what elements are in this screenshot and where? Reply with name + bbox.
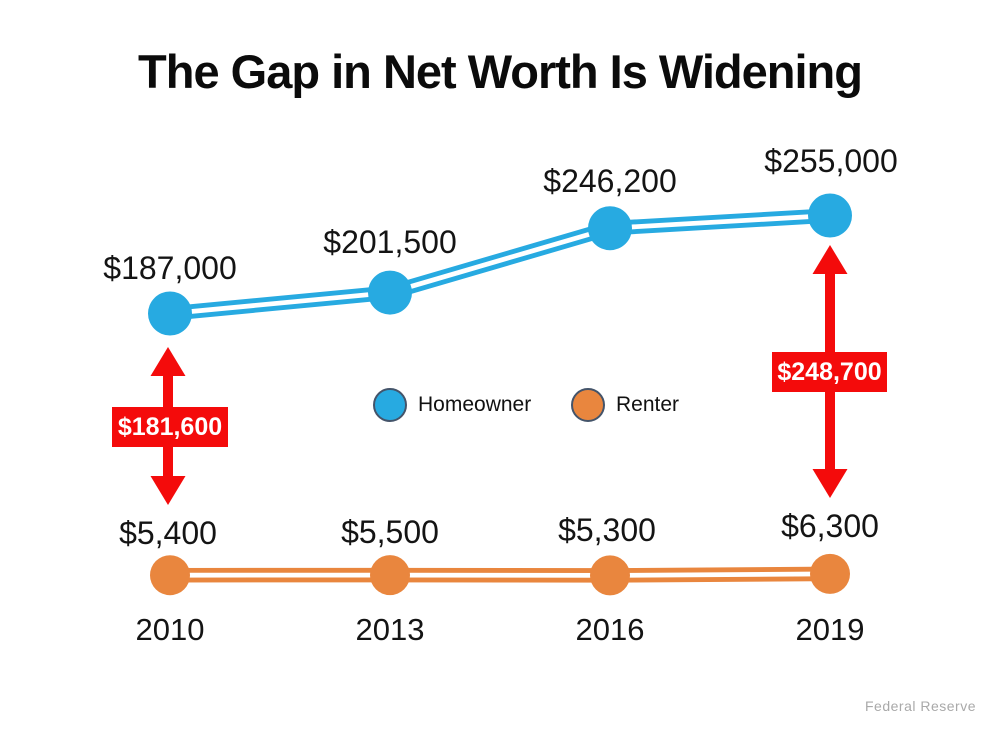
homeowner-point-2016 [588,206,632,251]
source-credit: Federal Reserve [865,698,976,714]
x-axis-label-2016: 2016 [575,612,645,647]
gap-arrow-2019-head-up-icon [812,245,848,274]
data-label-renter-2010: $5,400 [119,515,217,551]
renter-point-2013 [370,555,410,596]
x-axis-label-2013: 2013 [355,612,425,647]
homeowner-point-2019 [808,193,852,238]
data-label-renter-2013: $5,500 [341,514,439,550]
gap-label-2010: $181,600 [112,407,228,447]
data-label-homeowner-2013: $201,500 [323,224,457,260]
renter-point-2019 [810,553,850,594]
gap-arrow-2019-head-down-icon [812,469,848,498]
data-label-renter-2016: $5,300 [558,512,656,548]
homeowner-line-inner-gap [169,213,831,316]
gap-label-2019: $248,700 [772,352,887,392]
legend-item-homeowner: Homeowner [373,388,531,422]
legend-label-renter: Renter [616,393,680,416]
homeowner-point-2013 [368,270,412,315]
data-label-homeowner-2010: $187,000 [103,250,237,286]
chart-title: The Gap in Net Worth Is Widening [138,45,863,98]
x-axis-label-2019: 2019 [795,612,865,647]
legend-item-renter: Renter [571,388,679,422]
x-axis-label-2010: 2010 [135,612,205,647]
data-label-renter-2019: $6,300 [781,508,879,544]
homeowner-legend-dot-icon [373,388,407,422]
data-label-homeowner-2016: $246,200 [543,163,677,199]
data-label-homeowner-2019: $255,000 [764,143,898,179]
renter-legend-dot-icon [571,388,605,422]
renter-point-2016 [590,555,630,596]
renter-point-2010 [150,555,190,596]
gap-arrow-2010-head-down-icon [150,476,186,505]
homeowner-point-2010 [148,291,192,336]
gap-arrow-2010-head-up-icon [150,347,186,376]
legend-label-homeowner: Homeowner [418,393,532,416]
renter-line-inner-gap [169,571,831,578]
